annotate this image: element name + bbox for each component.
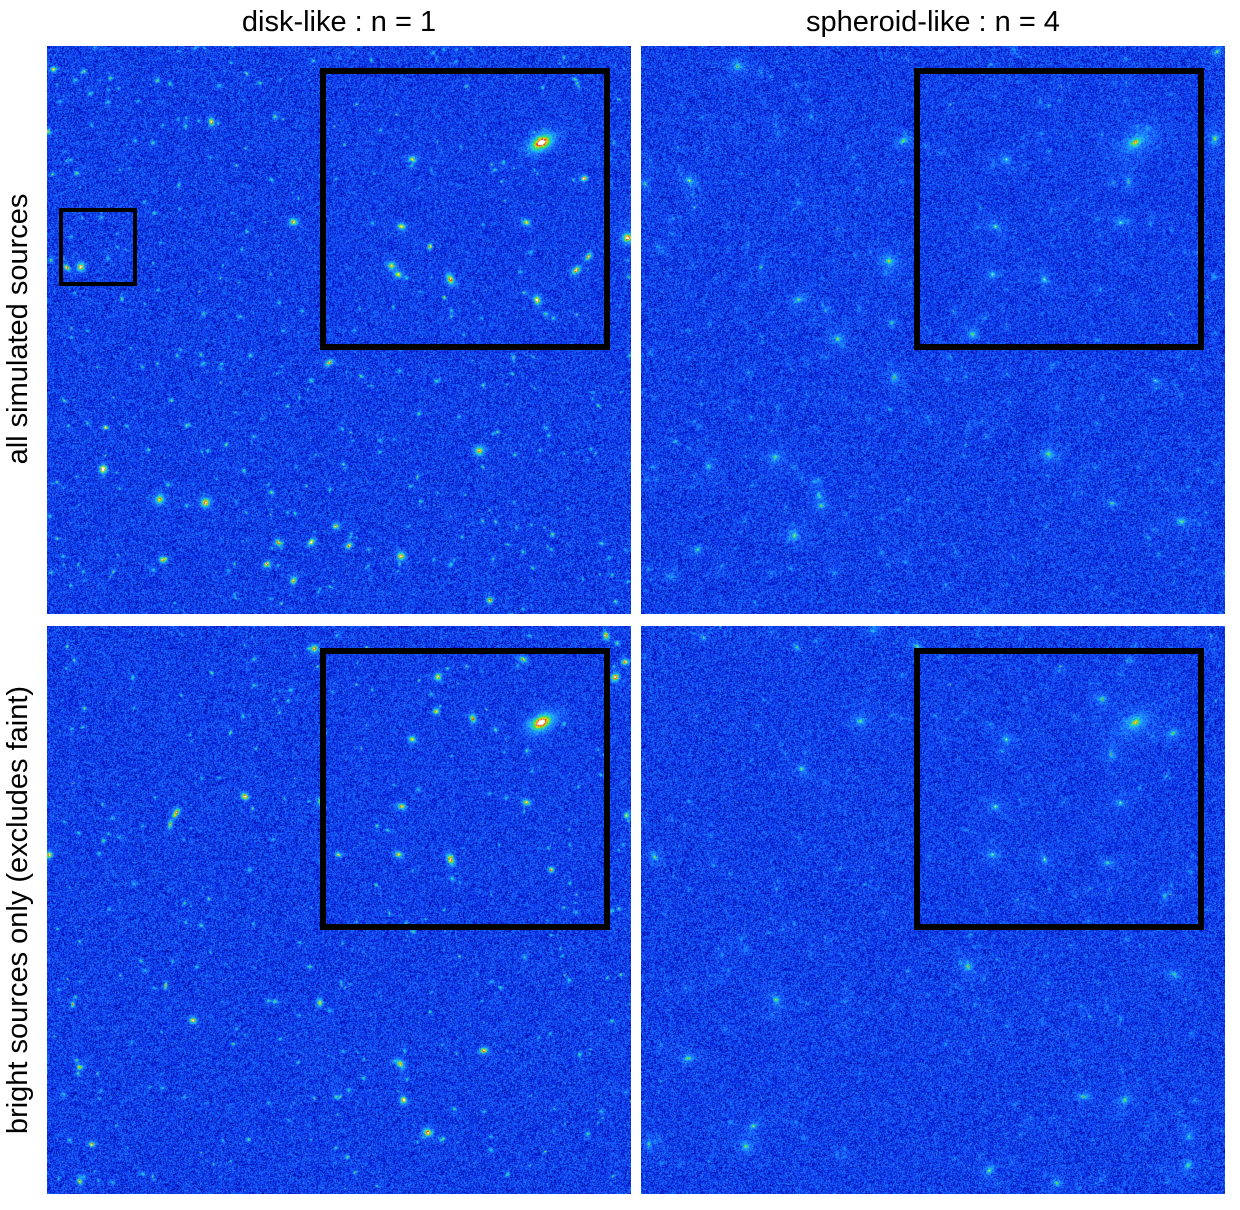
panel-disk-all: [47, 46, 631, 614]
row-title-all-sources: all simulated sources: [2, 193, 34, 465]
column-title-spheroid: spheroid-like : n = 4: [806, 6, 1060, 38]
panel-disk-bright: [47, 626, 631, 1194]
row-title-bright-sources: bright sources only (excludes faint): [2, 685, 34, 1135]
zoom-inset: [320, 68, 610, 350]
panel-spheroid-bright: [641, 626, 1225, 1194]
panel-spheroid-all: [641, 46, 1225, 614]
zoom-inset: [914, 648, 1204, 930]
zoom-inset: [320, 648, 610, 930]
zoom-region-marker: [59, 208, 137, 286]
column-title-disk: disk-like : n = 1: [241, 6, 437, 38]
zoom-inset: [914, 68, 1204, 350]
